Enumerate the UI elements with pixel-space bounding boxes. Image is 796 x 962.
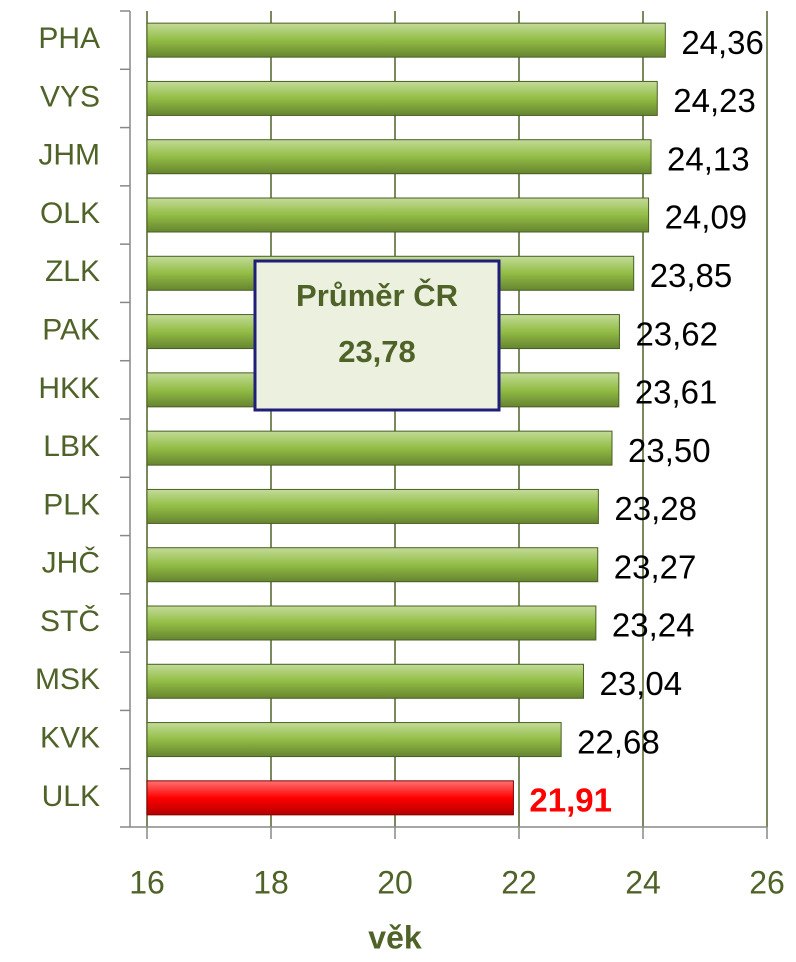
y-tick-label: LBK: [43, 430, 100, 463]
y-tick-label: ZLK: [45, 255, 100, 288]
value-label: 24,09: [665, 199, 748, 236]
x-tick-label: 16: [129, 864, 165, 900]
annotation-text: 23,78: [338, 334, 416, 369]
bar: [146, 197, 650, 233]
bar: [146, 722, 562, 758]
x-tick-label: 20: [377, 864, 413, 900]
y-tick-label: HKK: [38, 372, 100, 405]
bar: [146, 547, 599, 583]
bar: [146, 430, 613, 466]
bar: [146, 488, 599, 524]
value-label: 23,62: [635, 315, 718, 352]
value-label: 24,36: [681, 24, 764, 61]
y-tick-label: PHA: [38, 22, 100, 55]
y-tick-label: OLK: [40, 197, 100, 230]
y-tick-label: MSK: [35, 663, 100, 696]
value-label: 23,61: [635, 374, 718, 411]
x-tick-label: 24: [625, 864, 661, 900]
x-tick-label: 26: [749, 864, 785, 900]
bar: [146, 605, 597, 641]
x-axis-title: věk: [368, 919, 422, 955]
value-label: 23,85: [650, 257, 733, 294]
y-tick-label: JHČ: [42, 546, 100, 580]
bar: [146, 139, 652, 175]
y-tick-label: PAK: [42, 313, 100, 346]
x-tick-label: 22: [501, 864, 537, 900]
value-label: 23,24: [612, 607, 695, 644]
value-label: 23,27: [614, 548, 697, 585]
bar: [146, 663, 584, 699]
y-tick-label: STČ: [40, 604, 100, 638]
annotation-box: [253, 259, 501, 412]
y-tick-label: PLK: [43, 488, 100, 521]
value-label: 24,23: [673, 82, 756, 119]
value-label: 22,68: [577, 723, 660, 760]
value-label: 23,28: [614, 490, 697, 527]
annotation-text: Průměr ČR: [296, 277, 458, 313]
y-tick-label: VYS: [40, 80, 100, 113]
y-tick-label: ULK: [42, 780, 100, 813]
value-label: 23,04: [599, 665, 682, 702]
value-label: 24,13: [667, 140, 750, 177]
value-label: 23,50: [628, 432, 711, 469]
bar: [146, 780, 514, 816]
y-tick-label: JHM: [38, 139, 100, 172]
y-tick-label: KVK: [40, 721, 100, 754]
bar: [146, 80, 658, 116]
bar: [146, 22, 666, 58]
x-tick-label: 18: [253, 864, 289, 900]
value-label: 21,91: [529, 782, 612, 819]
